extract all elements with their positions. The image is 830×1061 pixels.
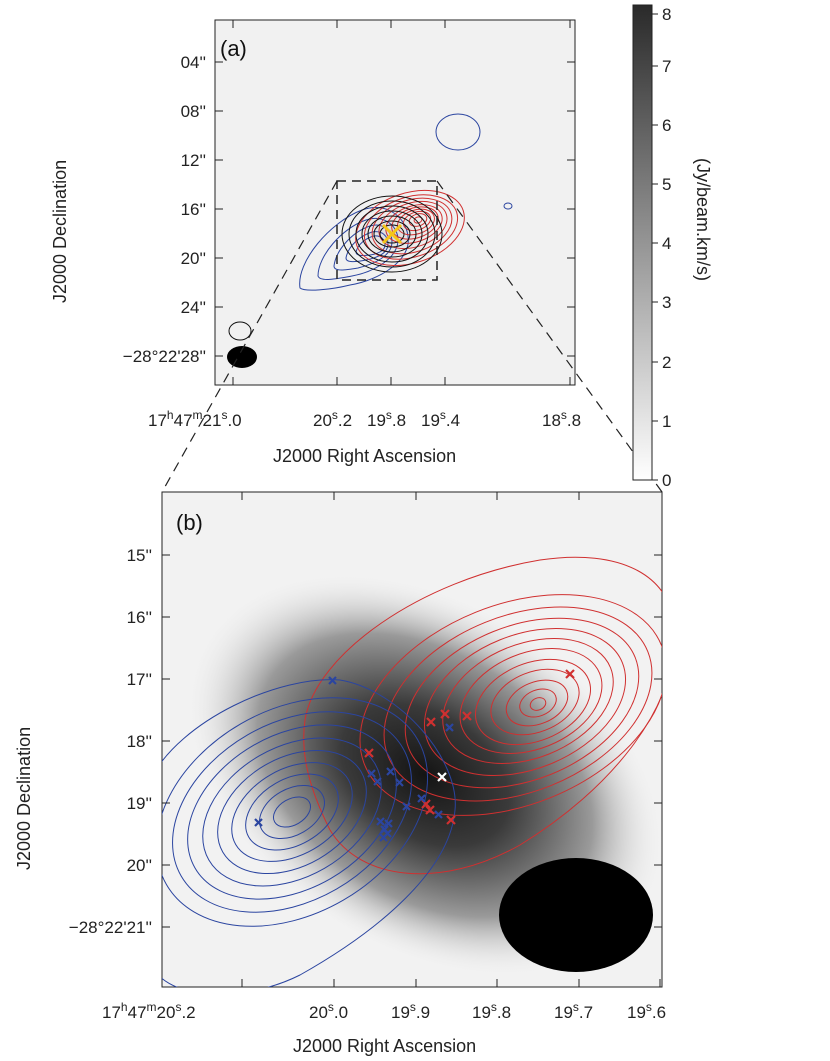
- panel-b-ytick: 18'': [127, 732, 152, 751]
- panel-a-letter: (a): [220, 36, 247, 61]
- panel-a-xtick: 19s.8: [367, 408, 406, 430]
- red-marker: [462, 711, 472, 721]
- colorbar-tick-label: 0: [662, 471, 671, 490]
- panel-b-xtick: 19s.7: [554, 1000, 593, 1022]
- panel-b: (b) 15'' 16'' 17'' 18'' 19'' 20'' −28°22…: [14, 491, 666, 1056]
- blue-marker: [373, 777, 382, 786]
- red-marker: [565, 669, 575, 679]
- panel-b-xtick: 19s.8: [472, 1000, 511, 1022]
- blue-marker: [254, 818, 263, 827]
- blue-marker: [445, 723, 454, 732]
- panel-b-ytick: 19'': [127, 794, 152, 813]
- colorbar-tick-labels: 0 1 2 3 4 5 6 7 8: [662, 5, 671, 490]
- panel-a-yellow-cross-marker: [381, 223, 403, 245]
- panel-a-xlabel: J2000 Right Ascension: [273, 446, 456, 466]
- panel-a-ytick: 20'': [181, 249, 206, 268]
- panel-a-xtick: 20s.2: [313, 408, 352, 430]
- blue-marker: [384, 819, 393, 828]
- panel-b-ytick: 17'': [127, 670, 152, 689]
- panel-b-ytick: 15'': [127, 546, 152, 565]
- red-marker: [440, 709, 450, 719]
- panel-a-ytick: 12'': [181, 151, 206, 170]
- panel-a-xtick: 17h47m21s.0: [148, 408, 242, 430]
- panel-b-blue-markers: [254, 676, 454, 842]
- panel-a-black-contours: [228, 195, 443, 341]
- panel-b-ytick: −28°22'21'': [69, 918, 152, 937]
- colorbar-tick-label: 7: [662, 57, 671, 76]
- panel-b-white-marker: [437, 772, 447, 782]
- panel-a: (a) 04'' 08'' 12'' 16'' 20'' 24'' −28°22…: [50, 19, 581, 466]
- blue-marker: [402, 802, 411, 811]
- panel-a-ylabel: J2000 Declination: [50, 160, 70, 303]
- colorbar-tick-label: 2: [662, 353, 671, 372]
- blue-marker: [395, 778, 404, 787]
- blue-marker: [379, 833, 388, 842]
- zoom-projection-lines: [161, 180, 663, 493]
- panel-b-xtick: 19s.9: [391, 1000, 430, 1022]
- blue-marker: [376, 817, 385, 826]
- colorbar-ticks: [652, 13, 658, 481]
- colorbar-tick-label: 5: [662, 175, 671, 194]
- panel-b-xticks: 17h47m20s.2 20s.0 19s.9 19s.8 19s.7 19s.…: [102, 1000, 666, 1022]
- panel-a-tick-marks: [215, 20, 575, 385]
- red-marker: [425, 805, 435, 815]
- panel-b-letter: (b): [176, 510, 203, 535]
- panel-b-tick-marks: [162, 492, 662, 987]
- panel-a-ytick: 16'': [181, 200, 206, 219]
- panel-a-ytick: −28°22'28'': [123, 347, 206, 366]
- colorbar-tick-label: 6: [662, 116, 671, 135]
- panel-b-yticks: 15'' 16'' 17'' 18'' 19'' 20'' −28°22'21'…: [69, 546, 152, 937]
- panel-b-beam-ellipse: [499, 858, 653, 972]
- red-marker: [446, 815, 456, 825]
- panel-a-zoom-box: [336, 180, 438, 281]
- panel-b-ylabel: J2000 Declination: [14, 727, 34, 870]
- blue-marker: [386, 767, 395, 776]
- panel-a-yticks: 04'' 08'' 12'' 16'' 20'' 24'' −28°22'28'…: [123, 53, 206, 366]
- colorbar: 0 1 2 3 4 5 6 7 8 (Jy/beam.km/s): [632, 4, 713, 490]
- panel-a-xticks: 17h47m21s.0 20s.2 19s.8 19s.4 18s.8: [148, 408, 581, 430]
- colorbar-tick-label: 8: [662, 5, 671, 24]
- panel-a-ytick: 24'': [181, 298, 206, 317]
- panel-b-xtick: 19s.6: [627, 1000, 666, 1022]
- blue-marker: [367, 769, 376, 778]
- red-marker: [364, 748, 374, 758]
- blue-marker: [417, 794, 426, 803]
- blue-marker: [434, 810, 443, 819]
- colorbar-tick-label: 3: [662, 293, 671, 312]
- panel-b-xtick: 17h47m20s.2: [102, 1000, 196, 1022]
- panel-b-blue-contours: [162, 679, 456, 987]
- blue-marker: [328, 676, 337, 685]
- panel-b-red-markers: [364, 669, 575, 825]
- colorbar-label: (Jy/beam.km/s): [693, 158, 713, 281]
- panel-a-xtick: 19s.4: [421, 408, 460, 430]
- panel-a-ytick: 08'': [181, 102, 206, 121]
- red-marker: [426, 717, 436, 727]
- panel-a-ytick: 04'': [181, 53, 206, 72]
- panel-b-ytick: 16'': [127, 608, 152, 627]
- panel-b-ytick: 20'': [127, 856, 152, 875]
- colorbar-gradient: [632, 4, 653, 481]
- panel-b-xlabel: J2000 Right Ascension: [293, 1036, 476, 1056]
- colorbar-tick-label: 4: [662, 234, 671, 253]
- colorbar-tick-label: 1: [662, 412, 671, 431]
- panel-b-xtick: 20s.0: [309, 1000, 348, 1022]
- panel-a-xtick: 18s.8: [542, 408, 581, 430]
